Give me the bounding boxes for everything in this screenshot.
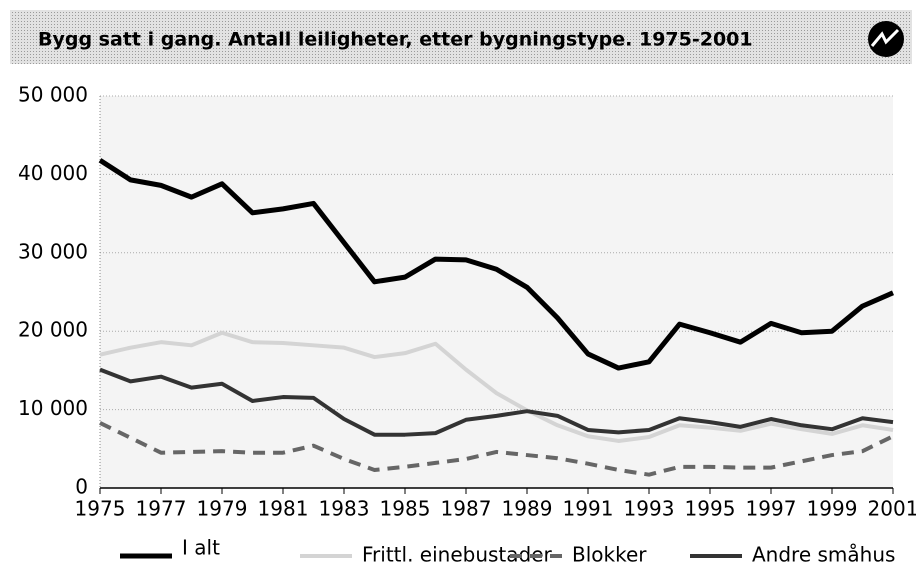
legend-label: Blokker [572,543,647,567]
series-line [99,367,894,437]
x-tick-label: 1999 [807,497,858,521]
x-tick-label: 2001 [868,497,916,521]
y-tick-label: 50 000 [18,83,88,107]
logo-mark [870,28,900,47]
plot-area [100,96,893,488]
x-tick-label: 1979 [197,497,248,521]
y-tick-label: 10 000 [18,396,88,420]
chart-title: Bygg satt i gang. Antall leiligheter, et… [38,29,753,51]
x-tick-label: 1977 [136,497,187,521]
x-tick-label: 1991 [563,497,614,521]
x-tick-label: 1987 [441,497,492,521]
legend-label: Frittl. einebustader [362,543,553,567]
x-tick-label: 1993 [624,497,675,521]
series-line [98,158,895,371]
series-line [99,421,894,477]
legend-label: Andre småhus [752,543,895,567]
y-tick-label: 30 000 [18,239,88,263]
x-tick-label: 1997 [746,497,797,521]
y-tick-label: 40 000 [18,161,88,185]
x-tick-label: 1975 [75,497,126,521]
legend-label: I alt [182,536,220,560]
x-tick-label: 1995 [685,497,736,521]
x-tick-label: 1983 [319,497,370,521]
x-tick-label: 1985 [380,497,431,521]
series-line [99,330,894,443]
title-bar [10,10,912,64]
x-tick-label: 1989 [502,497,553,521]
x-tick-label: 1981 [258,497,309,521]
y-tick-label: 20 000 [18,318,88,342]
y-tick-label: 0 [75,475,88,499]
